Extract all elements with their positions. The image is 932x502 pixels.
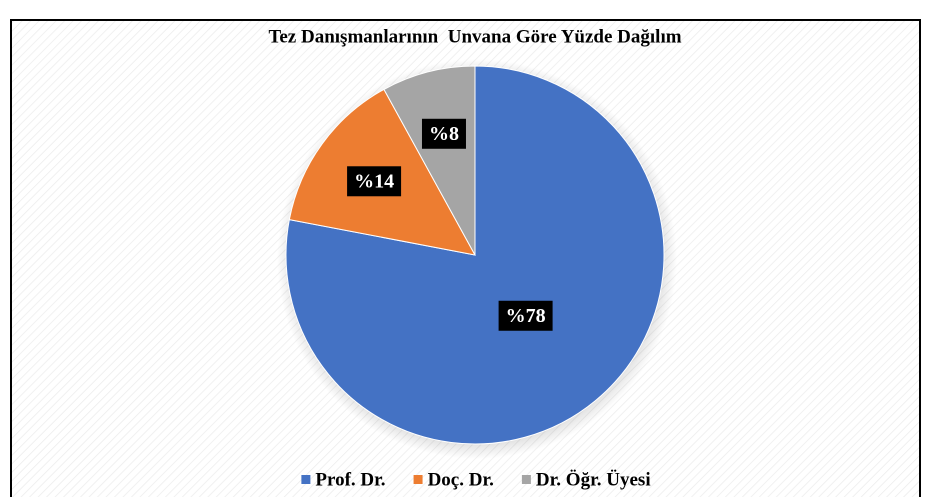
legend-swatch (301, 475, 311, 484)
chart-title: Tez Danışmanlarının Unvana Göre Yüzde Da… (268, 26, 681, 47)
legend-label: Doç. Dr. (428, 469, 494, 490)
pie-slice (383, 65, 476, 256)
legend-swatch (413, 475, 423, 484)
data-label-box (347, 166, 402, 197)
data-label: %78 (506, 305, 546, 327)
data-label-box (421, 118, 466, 149)
legend-label: Prof. Dr. (315, 469, 385, 490)
data-label: %8 (429, 123, 459, 145)
data-label: %14 (354, 170, 394, 192)
legend-swatch (521, 475, 531, 484)
data-label-box (498, 300, 553, 331)
legend-label: Dr. Öğr. Üyesi (536, 469, 651, 490)
